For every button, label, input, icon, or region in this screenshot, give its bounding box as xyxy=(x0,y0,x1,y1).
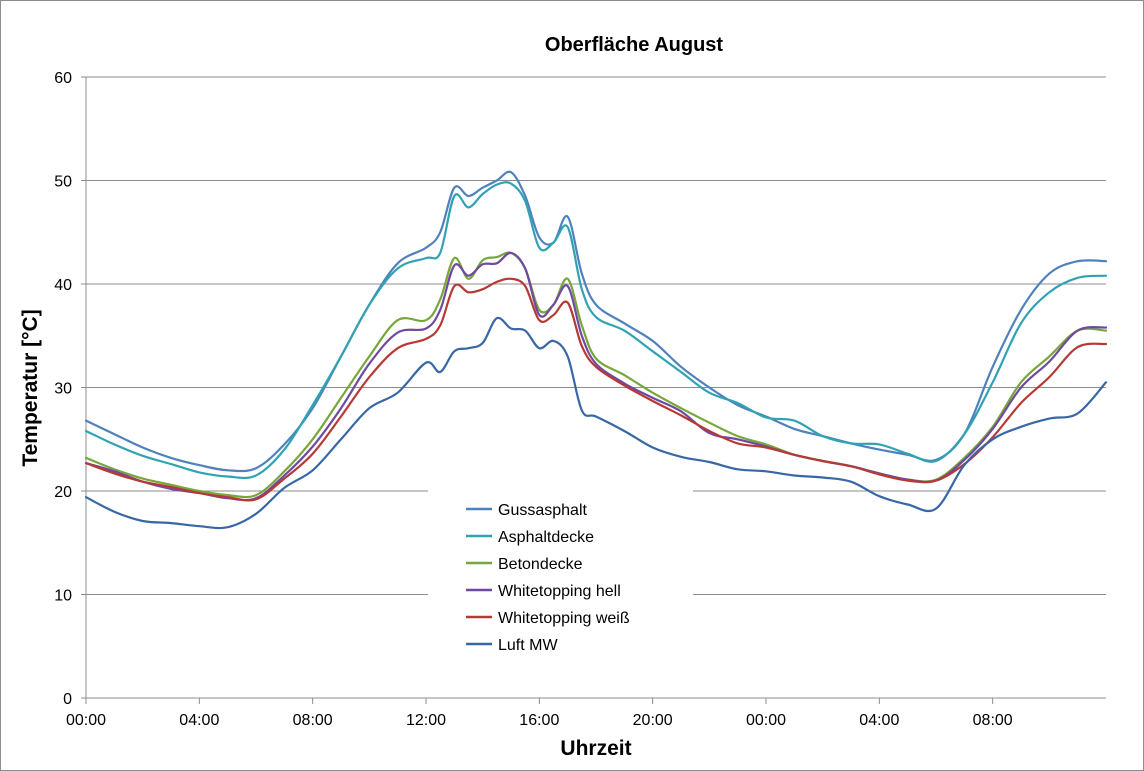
series-line-1 xyxy=(84,170,1108,473)
axes: 0 10 20 30 40 50 60 00:00 04:00 08:00 12:00 16:00 20… xyxy=(54,70,1106,729)
y-tick-label: 50 xyxy=(54,174,72,191)
chart-title: Oberfläche August xyxy=(545,34,724,56)
series-line-5 xyxy=(84,277,1108,502)
y-axis-title: Temperatur [°C] xyxy=(19,309,42,466)
y-tick-label: 30 xyxy=(54,381,72,398)
legend-label: Whitetopping hell xyxy=(498,583,621,600)
legend-background xyxy=(428,483,693,663)
x-tick-label: 00:00 xyxy=(746,712,786,729)
y-tick-label: 40 xyxy=(54,277,72,294)
legend-label: Whitetopping weiß xyxy=(498,610,630,627)
series-line-2 xyxy=(84,181,1108,480)
x-tick-label: 08:00 xyxy=(293,712,333,729)
x-tick-label: 16:00 xyxy=(519,712,559,729)
x-tick-label: 04:00 xyxy=(179,712,219,729)
y-tick-label: 10 xyxy=(54,588,72,605)
legend-label: Gussasphalt xyxy=(498,502,587,519)
series-line-6 xyxy=(84,316,1108,530)
series-line-3 xyxy=(84,251,1108,499)
gridlines xyxy=(86,76,1106,595)
y-tick-label: 60 xyxy=(54,70,72,87)
legend-label: Asphaltdecke xyxy=(498,529,594,546)
legend-label: Luft MW xyxy=(498,637,558,654)
series-lines xyxy=(84,170,1108,530)
legend-label: Betondecke xyxy=(498,556,583,573)
x-axis-title: Uhrzeit xyxy=(560,737,631,760)
x-tick-label: 00:00 xyxy=(66,712,106,729)
x-tick-label: 12:00 xyxy=(406,712,446,729)
series-line-4 xyxy=(84,251,1108,502)
x-tick-label: 08:00 xyxy=(973,712,1013,729)
y-tick-label: 20 xyxy=(54,484,72,501)
legend: Gussasphalt Asphaltdecke Betondecke Whiteto… xyxy=(428,483,693,663)
x-tick-label: 04:00 xyxy=(859,712,899,729)
y-tick-label: 0 xyxy=(63,691,72,708)
x-tick-label: 20:00 xyxy=(633,712,673,729)
